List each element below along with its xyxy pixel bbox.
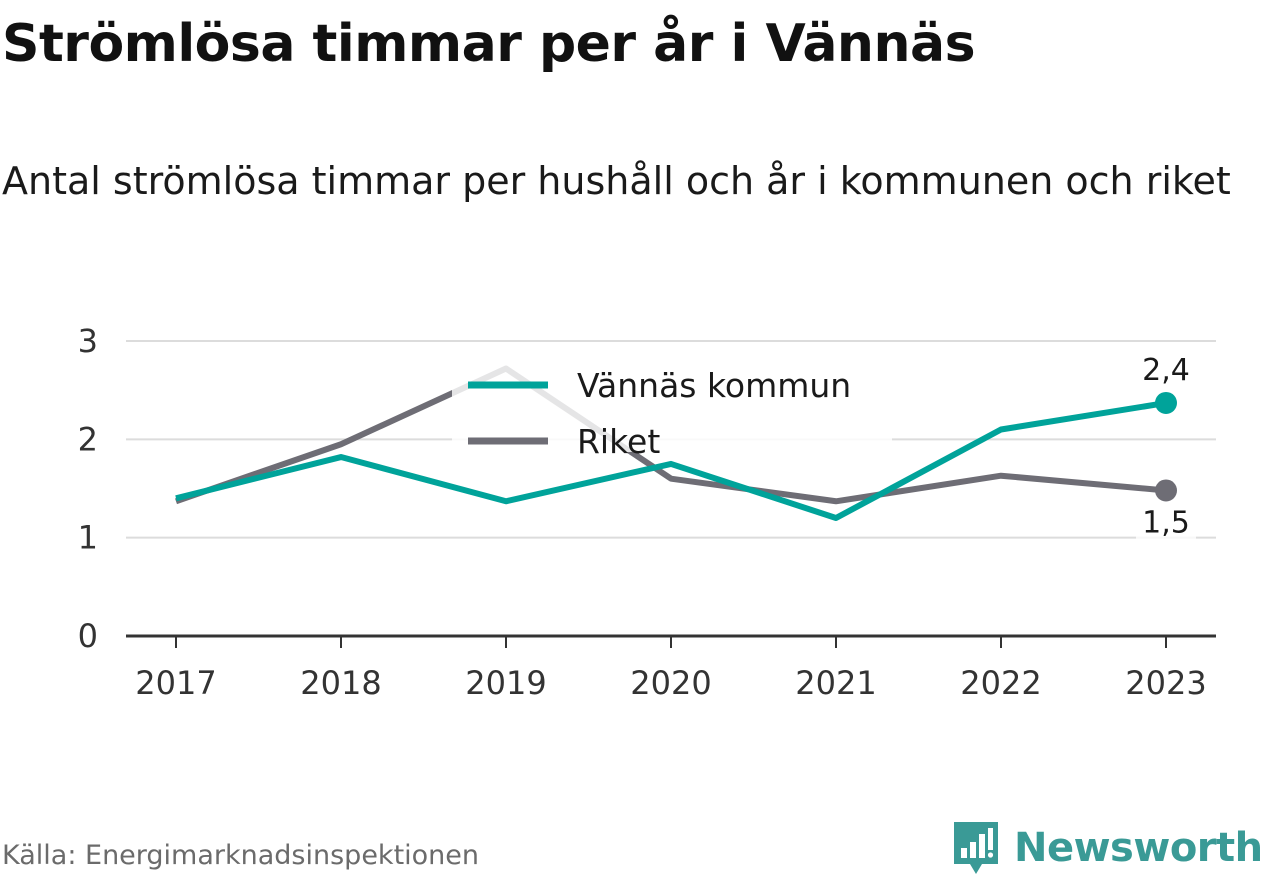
chart-subtitle: Antal strömlösa timmar per hushåll och å…	[2, 159, 1231, 203]
newsworthy-logo: Newsworthy	[952, 818, 1262, 878]
end-point-marker	[1155, 391, 1177, 414]
legend-background	[452, 356, 892, 452]
x-tick-label: 2019	[465, 664, 546, 702]
end-label-background	[1136, 504, 1196, 541]
end-value-label: 2,4	[1142, 353, 1190, 388]
legend-label: Vännäs kommun	[577, 366, 851, 405]
series-line-vännäs-kommun	[175, 399, 1167, 521]
logo-text: Newsworthy	[1014, 825, 1262, 871]
x-tick-label: 2023	[1125, 664, 1206, 702]
y-tick-label: 1	[78, 519, 98, 557]
x-tick-label: 2020	[630, 664, 711, 702]
series-line-riket	[175, 365, 1167, 505]
legend-label: Riket	[577, 422, 660, 461]
end-point-marker	[1155, 479, 1177, 502]
end-value-label: 1,5	[1142, 505, 1190, 540]
y-tick-label: 0	[78, 617, 98, 655]
x-tick-label: 2018	[300, 664, 381, 702]
x-tick-label: 2017	[135, 664, 216, 702]
newsworthy-logo-icon	[954, 822, 998, 874]
x-tick-label: 2022	[960, 664, 1041, 702]
y-tick-label: 2	[78, 420, 98, 458]
x-tick-label: 2021	[795, 664, 876, 702]
source-note: Källa: Energimarknadsinspektionen	[2, 840, 480, 871]
y-tick-label: 3	[78, 322, 98, 360]
chart-title: Strömlösa timmar per år i Vännäs	[2, 14, 976, 74]
